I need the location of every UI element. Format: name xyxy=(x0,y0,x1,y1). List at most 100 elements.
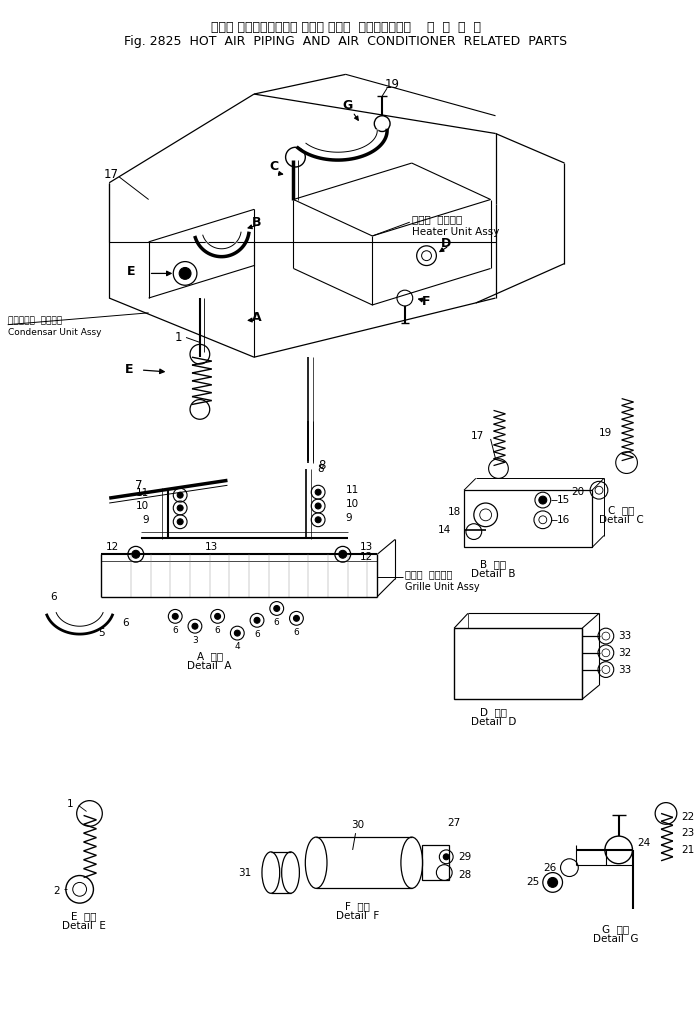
Circle shape xyxy=(293,615,300,621)
Text: D: D xyxy=(441,237,452,250)
Circle shape xyxy=(179,268,191,280)
Text: 23: 23 xyxy=(681,828,694,838)
Text: G: G xyxy=(342,99,353,112)
Text: 15: 15 xyxy=(557,495,570,505)
Text: 28: 28 xyxy=(458,870,471,880)
Text: 6: 6 xyxy=(274,618,279,627)
Text: 13: 13 xyxy=(360,542,373,552)
Text: 8: 8 xyxy=(318,460,325,472)
Text: Detail  G: Detail G xyxy=(593,933,638,943)
Text: 6: 6 xyxy=(254,629,260,638)
Text: Detail  A: Detail A xyxy=(187,661,232,671)
Text: F: F xyxy=(422,295,431,307)
Text: 9: 9 xyxy=(346,513,353,523)
Text: Fig. 2825  HOT  AIR  PIPING  AND  AIR  CONDITIONER  RELATED  PARTS: Fig. 2825 HOT AIR PIPING AND AIR CONDITI… xyxy=(124,35,567,47)
Text: Detail  E: Detail E xyxy=(61,921,105,931)
Text: 19: 19 xyxy=(385,78,399,91)
Text: 6: 6 xyxy=(215,625,220,634)
Circle shape xyxy=(177,492,183,498)
Text: Detail  D: Detail D xyxy=(471,717,516,727)
Text: 1: 1 xyxy=(67,799,74,809)
Text: 10: 10 xyxy=(346,499,359,509)
Circle shape xyxy=(254,617,260,623)
Text: 21: 21 xyxy=(681,845,694,854)
Text: 25: 25 xyxy=(527,878,540,888)
Text: 31: 31 xyxy=(238,868,251,878)
Text: E: E xyxy=(127,265,135,278)
Text: 1: 1 xyxy=(174,331,182,344)
Text: Detail  B: Detail B xyxy=(471,569,516,579)
Text: Detail  F: Detail F xyxy=(336,911,379,921)
Text: 20: 20 xyxy=(571,487,584,497)
Circle shape xyxy=(274,606,279,611)
Bar xyxy=(454,628,582,699)
Text: B  詳細: B 詳細 xyxy=(480,560,507,569)
Text: 7: 7 xyxy=(135,479,142,492)
Text: A  詳細: A 詳細 xyxy=(197,650,223,661)
Text: 8: 8 xyxy=(316,464,323,474)
Text: 33: 33 xyxy=(618,631,631,641)
Text: 11: 11 xyxy=(346,485,359,495)
Text: 13: 13 xyxy=(204,542,217,552)
Bar xyxy=(422,845,449,881)
Text: F  詳細: F 詳細 xyxy=(345,901,370,911)
Text: G  詳細: G 詳細 xyxy=(602,924,629,934)
Circle shape xyxy=(315,517,321,523)
Text: Detail  C: Detail C xyxy=(599,515,644,525)
Text: 6: 6 xyxy=(123,618,129,628)
Text: B: B xyxy=(252,216,262,228)
Text: Grille Unit Assy: Grille Unit Assy xyxy=(405,582,480,592)
Text: A: A xyxy=(252,311,262,324)
Text: 17: 17 xyxy=(470,431,484,441)
Circle shape xyxy=(177,519,183,525)
Circle shape xyxy=(177,505,183,511)
Circle shape xyxy=(443,853,449,860)
Text: 10: 10 xyxy=(135,501,148,511)
Text: ヒータ  ユニット: ヒータ ユニット xyxy=(412,214,462,224)
Text: 14: 14 xyxy=(438,524,451,534)
Circle shape xyxy=(215,613,220,619)
Text: 33: 33 xyxy=(618,665,631,675)
Circle shape xyxy=(172,613,178,619)
Text: ホット エアーパイピング および エアー  コンディショナ    関  連  部  品: ホット エアーパイピング および エアー コンディショナ 関 連 部 品 xyxy=(210,21,481,34)
Bar xyxy=(464,490,592,547)
Text: 26: 26 xyxy=(544,863,557,873)
Text: 16: 16 xyxy=(557,515,570,525)
Text: 22: 22 xyxy=(681,812,694,822)
Text: 5: 5 xyxy=(98,628,105,638)
Text: 12: 12 xyxy=(360,552,373,563)
Text: 17: 17 xyxy=(104,169,118,182)
Text: 6: 6 xyxy=(293,627,299,636)
Text: C: C xyxy=(269,161,278,174)
Text: E: E xyxy=(125,364,133,377)
Text: E  詳細: E 詳細 xyxy=(71,911,96,921)
Text: C  詳細: C 詳細 xyxy=(608,505,635,515)
Text: 2: 2 xyxy=(53,887,60,896)
Text: 30: 30 xyxy=(351,820,364,830)
Text: 18: 18 xyxy=(447,507,461,517)
Text: 6: 6 xyxy=(172,625,178,634)
Text: 29: 29 xyxy=(458,851,471,862)
Circle shape xyxy=(234,630,240,636)
Text: 24: 24 xyxy=(638,838,651,848)
Text: グリル  ユニット: グリル ユニット xyxy=(405,569,452,579)
Text: 11: 11 xyxy=(135,488,148,498)
Circle shape xyxy=(315,489,321,495)
Text: コンデンサ  ユニット: コンデンサ ユニット xyxy=(8,316,62,325)
Circle shape xyxy=(132,550,140,559)
Circle shape xyxy=(539,496,546,504)
Text: 4: 4 xyxy=(234,642,240,651)
Text: 32: 32 xyxy=(618,647,631,658)
Text: 27: 27 xyxy=(447,818,461,828)
Text: Condensar Unit Assy: Condensar Unit Assy xyxy=(8,328,101,337)
Circle shape xyxy=(339,550,346,559)
Text: 6: 6 xyxy=(51,592,57,602)
Text: D  詳細: D 詳細 xyxy=(480,707,507,717)
Circle shape xyxy=(548,878,558,888)
Text: 19: 19 xyxy=(599,428,612,438)
Text: Heater Unit Assy: Heater Unit Assy xyxy=(412,227,499,237)
Circle shape xyxy=(315,503,321,509)
Text: 9: 9 xyxy=(142,515,148,525)
Text: 3: 3 xyxy=(192,635,198,644)
Circle shape xyxy=(192,623,198,629)
